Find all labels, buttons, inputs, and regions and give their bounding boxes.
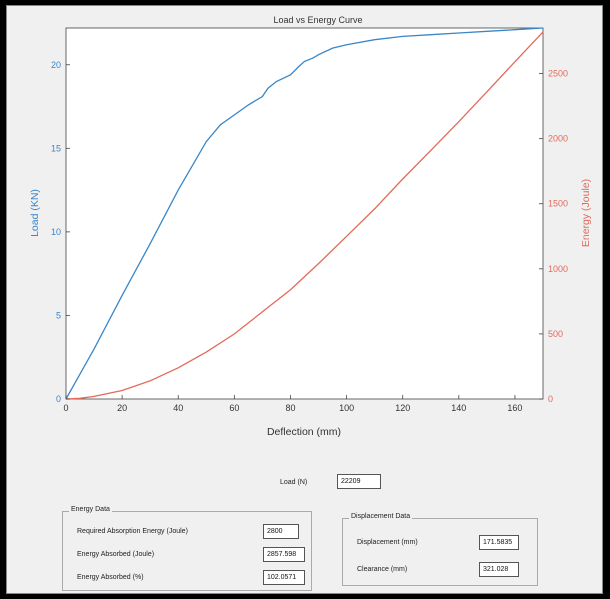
load-energy-chart: Load vs Energy Curve 0 20 40 60 80 100 120 140 1… <box>29 15 592 438</box>
displacement-label: Displacement (mm) <box>357 539 418 546</box>
displacement-field[interactable]: 171.5835 <box>479 535 519 550</box>
left-axis-label: Load (KN) <box>29 189 41 237</box>
energy-series <box>65 31 544 400</box>
clearance-field[interactable]: 321.028 <box>479 562 519 577</box>
right-axis-ticks: 0 500 1000 1500 2000 2500 <box>539 69 568 404</box>
x-tick-label: 20 <box>117 403 127 413</box>
energy-series-line <box>65 31 544 400</box>
plot-area <box>65 27 544 400</box>
x-axis-label: Deflection (mm) <box>267 426 341 438</box>
left-tick-label: 5 <box>56 310 61 320</box>
left-tick-label: 10 <box>51 227 61 237</box>
displacement-data-panel: Displacement Data Displacement (mm) 171.… <box>342 513 538 586</box>
left-tick-label: 20 <box>51 60 61 70</box>
right-tick-label: 1000 <box>548 264 568 274</box>
load-label: Load (N) <box>280 479 308 486</box>
right-tick-label: 0 <box>548 394 553 404</box>
x-tick-label: 160 <box>507 403 522 413</box>
x-tick-label: 80 <box>285 403 295 413</box>
required-energy-label: Required Absorption Energy (Joule) <box>77 528 188 535</box>
right-tick-label: 2000 <box>548 134 568 144</box>
left-tick-label: 0 <box>56 394 61 404</box>
load-value-field[interactable]: 22209 <box>337 474 381 489</box>
required-energy-field[interactable]: 2800 <box>263 524 299 539</box>
energy-percent-label: Energy Absorbed (%) <box>77 574 144 581</box>
energy-panel-title: Energy Data <box>69 506 112 513</box>
x-tick-label: 120 <box>395 403 410 413</box>
right-tick-label: 500 <box>548 329 563 339</box>
energy-data-panel: Energy Data Required Absorption Energy (… <box>62 506 312 591</box>
clearance-label: Clearance (mm) <box>357 566 408 573</box>
left-tick-label: 15 <box>51 143 61 153</box>
chart-title: Load vs Energy Curve <box>273 15 362 25</box>
energy-percent-field[interactable]: 102.0571 <box>263 570 305 585</box>
x-tick-label: 140 <box>451 403 466 413</box>
right-axis-label: Energy (Joule) <box>580 179 592 247</box>
x-tick-label: 0 <box>63 403 68 413</box>
energy-absorbed-label: Energy Absorbed (Joule) <box>77 551 155 558</box>
right-tick-label: 2500 <box>548 69 568 79</box>
figure-window: Load vs Energy Curve 0 20 40 60 80 100 120 140 1… <box>6 5 603 594</box>
x-tick-label: 100 <box>339 403 354 413</box>
load-series <box>65 27 544 400</box>
x-tick-label: 40 <box>173 403 183 413</box>
energy-absorbed-field[interactable]: 2857.598 <box>263 547 305 562</box>
x-tick-label: 60 <box>229 403 239 413</box>
right-tick-label: 1500 <box>548 199 568 209</box>
displacement-panel-title: Displacement Data <box>349 513 413 520</box>
load-series-line <box>65 27 544 400</box>
left-axis-ticks: 0 5 10 15 20 <box>51 60 70 404</box>
x-axis-ticks: 0 20 40 60 80 100 120 140 160 <box>63 395 522 413</box>
